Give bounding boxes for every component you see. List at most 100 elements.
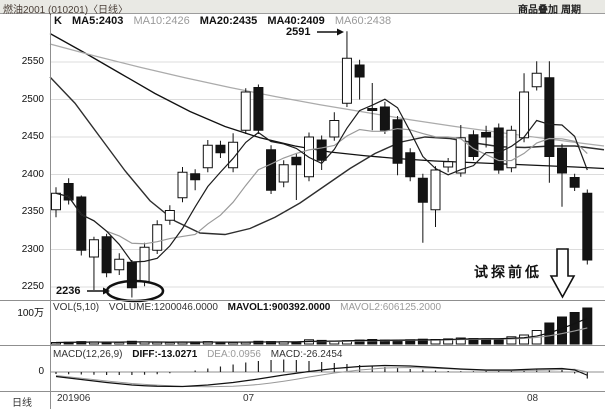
macd-diff: DIFF:-13.0271 — [132, 349, 198, 360]
candle-body[interactable] — [88, 239, 99, 258]
candle-body[interactable] — [569, 177, 580, 188]
volume-bar[interactable] — [417, 338, 428, 345]
diff-line — [55, 364, 588, 388]
candle-body[interactable] — [493, 127, 504, 171]
dea-line — [55, 366, 588, 388]
candle-body[interactable] — [278, 164, 289, 183]
axis-separator — [50, 14, 51, 409]
note-test-previous-low: 试探前低 — [474, 264, 542, 280]
candle-body[interactable] — [126, 261, 137, 289]
candle-body[interactable] — [215, 144, 226, 154]
volume-bar[interactable] — [493, 338, 504, 345]
volume-bar[interactable] — [316, 339, 327, 345]
candle-body[interactable] — [392, 119, 403, 164]
y-axis-label: 2550 — [21, 56, 44, 67]
candle-body[interactable] — [51, 192, 61, 211]
y-axis-label: 2350 — [21, 206, 44, 217]
volume-bar[interactable] — [164, 342, 175, 345]
x-axis-label: 07 — [243, 393, 255, 404]
menu-period[interactable]: 周期 — [561, 5, 581, 16]
volume-bar[interactable] — [519, 334, 530, 345]
candle-body[interactable] — [139, 246, 150, 283]
legend-k: K — [54, 15, 62, 27]
volume-bar[interactable] — [569, 312, 580, 345]
candle-body[interactable] — [455, 137, 466, 174]
panel-divider-macd — [0, 345, 605, 346]
candle-body[interactable] — [101, 236, 112, 274]
panel-divider-volume — [0, 300, 605, 301]
macd-zero-label: 0 — [38, 366, 44, 377]
candle-body[interactable] — [354, 64, 365, 78]
high-price-callout: 2591 — [286, 26, 311, 38]
legend-ma5: MA5:2403 — [72, 15, 124, 27]
volume-legend: VOL(5,10) VOLUME:1200046.0000 MAVOL1:900… — [53, 302, 448, 313]
low-zone-circle — [105, 279, 165, 303]
candle-body[interactable] — [557, 147, 567, 174]
volume-bar[interactable] — [228, 342, 239, 345]
candle-body[interactable] — [367, 108, 378, 111]
candle-body[interactable] — [63, 183, 74, 201]
ma10-line — [55, 127, 588, 245]
candle-body[interactable] — [76, 196, 87, 251]
volume-bar[interactable] — [253, 340, 264, 345]
volume-bar[interactable] — [582, 307, 593, 345]
candle-body[interactable] — [190, 173, 201, 181]
x-axis-label: 08 — [527, 393, 539, 404]
candle-body[interactable] — [329, 120, 340, 138]
macd-dea: DEA:0.0956 — [207, 349, 261, 360]
ma-legend: K MA5:2403 MA10:2426 MA20:2435 MA40:2409… — [54, 15, 398, 27]
candle-body[interactable] — [430, 169, 441, 211]
candle-body[interactable] — [519, 91, 530, 139]
candle-body[interactable] — [506, 129, 517, 169]
mavol1-line — [55, 317, 588, 344]
high-callout-arrowhead — [337, 28, 344, 36]
candle-body[interactable] — [177, 171, 188, 199]
chart-title: 燃油2001 (010201)〈日线〉 — [3, 5, 129, 16]
volume-bar[interactable] — [367, 339, 378, 345]
candle-body[interactable] — [152, 224, 163, 251]
candle-body[interactable] — [228, 141, 239, 169]
candle-body[interactable] — [164, 210, 175, 221]
legend-ma10: MA10:2426 — [133, 15, 190, 27]
period-selector[interactable]: 日线 — [12, 398, 32, 409]
ma40-line — [49, 32, 605, 170]
volume-bar[interactable] — [126, 340, 137, 345]
ma60-line — [49, 43, 605, 147]
candle-body[interactable] — [531, 72, 542, 88]
menu-commodity-overlay[interactable]: 商品叠加 — [518, 5, 558, 16]
candle-body[interactable] — [405, 152, 416, 178]
candle-body[interactable] — [253, 87, 264, 131]
candle-body[interactable] — [266, 149, 277, 191]
vol-mavol1: MAVOL1:900392.0000 — [227, 302, 331, 313]
volume-bar[interactable] — [443, 338, 454, 345]
vol-volume: VOLUME:1200046.0000 — [108, 302, 218, 313]
volume-bar[interactable] — [506, 336, 517, 345]
legend-ma40: MA40:2409 — [267, 15, 325, 27]
y-axis-label: 2450 — [21, 131, 44, 142]
macd-legend: MACD(12,26,9) DIFF:-13.0271 DEA:0.0956 M… — [53, 349, 349, 360]
volume-bar[interactable] — [455, 337, 466, 345]
candle-body[interactable] — [341, 57, 352, 104]
candle-body[interactable] — [582, 192, 593, 261]
y-axis-label: 2500 — [21, 93, 44, 105]
candle-body[interactable] — [291, 156, 302, 166]
panel-divider-timeaxis — [0, 391, 605, 392]
x-axis-label: 201906 — [57, 393, 91, 404]
candle-body[interactable] — [202, 144, 213, 169]
candle-body[interactable] — [114, 258, 125, 271]
candle-body[interactable] — [316, 139, 327, 161]
candle-body[interactable] — [379, 106, 390, 131]
candle-body[interactable] — [544, 77, 555, 157]
candle-body[interactable] — [417, 177, 428, 203]
candle-body[interactable] — [443, 161, 454, 168]
y-axis-label: 2250 — [21, 281, 44, 292]
volume-bar[interactable] — [114, 342, 125, 345]
low-price-callout: 2236 — [56, 285, 81, 297]
candle-body[interactable] — [481, 132, 492, 138]
volume-axis-label: 100万 — [17, 308, 44, 319]
candle-body[interactable] — [240, 91, 251, 131]
volume-bar[interactable] — [557, 316, 567, 345]
y-axis-label: 2400 — [21, 168, 44, 180]
